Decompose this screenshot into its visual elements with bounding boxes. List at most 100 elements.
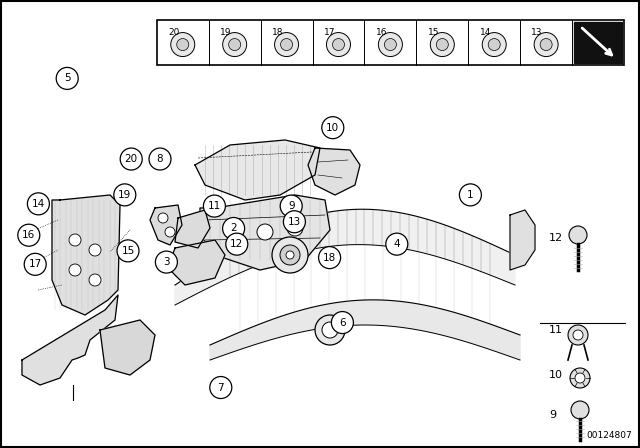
Text: 12: 12 [230, 239, 243, 249]
Circle shape [280, 39, 292, 51]
Polygon shape [150, 205, 182, 245]
Text: 9: 9 [288, 201, 294, 211]
Text: 17: 17 [324, 28, 335, 37]
Text: 1: 1 [467, 190, 474, 200]
Text: 18: 18 [272, 28, 284, 37]
Circle shape [287, 220, 303, 236]
Text: 6: 6 [339, 318, 346, 327]
Circle shape [24, 253, 46, 276]
Circle shape [333, 39, 344, 51]
Text: 2: 2 [230, 224, 237, 233]
Circle shape [177, 39, 189, 51]
Polygon shape [175, 210, 210, 248]
Circle shape [332, 311, 353, 334]
Circle shape [284, 211, 305, 233]
Text: 11: 11 [549, 325, 563, 335]
Text: 5: 5 [64, 73, 70, 83]
Text: 16: 16 [22, 230, 35, 240]
Text: 20: 20 [125, 154, 138, 164]
Text: 11: 11 [208, 201, 221, 211]
Circle shape [460, 184, 481, 206]
Circle shape [322, 322, 338, 338]
Bar [157, 20, 624, 65]
Text: 9: 9 [549, 410, 556, 420]
Circle shape [386, 233, 408, 255]
Circle shape [227, 227, 243, 243]
Circle shape [571, 401, 589, 419]
Bar [574, 22, 622, 63]
Circle shape [149, 148, 171, 170]
Circle shape [120, 148, 142, 170]
Polygon shape [100, 320, 155, 375]
Circle shape [488, 39, 500, 51]
Text: 10: 10 [549, 370, 563, 380]
Text: 7: 7 [218, 383, 224, 392]
Text: 3: 3 [163, 257, 170, 267]
Text: 8: 8 [157, 154, 163, 164]
Circle shape [378, 33, 403, 56]
Circle shape [315, 315, 345, 345]
Circle shape [573, 330, 583, 340]
Circle shape [18, 224, 40, 246]
Circle shape [171, 33, 195, 56]
Circle shape [89, 274, 101, 286]
Text: 13: 13 [531, 28, 543, 37]
Text: 19: 19 [118, 190, 131, 200]
Polygon shape [22, 295, 118, 385]
Circle shape [28, 193, 49, 215]
Circle shape [569, 226, 587, 244]
Text: 19: 19 [220, 28, 232, 37]
Circle shape [69, 234, 81, 246]
Polygon shape [308, 148, 360, 195]
Circle shape [114, 184, 136, 206]
Circle shape [89, 244, 101, 256]
Circle shape [165, 227, 175, 237]
Text: 18: 18 [323, 253, 336, 263]
Circle shape [436, 39, 448, 51]
Circle shape [575, 373, 585, 383]
Polygon shape [52, 195, 120, 315]
Circle shape [482, 33, 506, 56]
Circle shape [257, 224, 273, 240]
Text: 13: 13 [288, 217, 301, 227]
Circle shape [540, 39, 552, 51]
Text: 15: 15 [122, 246, 134, 256]
Circle shape [228, 39, 241, 51]
Text: 14: 14 [479, 28, 491, 37]
Circle shape [158, 213, 168, 223]
Polygon shape [168, 240, 225, 285]
Polygon shape [195, 140, 320, 200]
Circle shape [322, 116, 344, 139]
Circle shape [56, 67, 78, 90]
Polygon shape [210, 300, 520, 360]
Text: 4: 4 [394, 239, 400, 249]
Circle shape [319, 246, 340, 269]
Circle shape [223, 33, 246, 56]
Text: 10: 10 [326, 123, 339, 133]
Circle shape [570, 368, 590, 388]
Circle shape [280, 245, 300, 265]
Text: 17: 17 [29, 259, 42, 269]
Polygon shape [510, 210, 535, 270]
Text: 14: 14 [32, 199, 45, 209]
Circle shape [272, 237, 308, 273]
Text: 15: 15 [428, 28, 439, 37]
Circle shape [534, 33, 558, 56]
Circle shape [204, 195, 225, 217]
Circle shape [210, 376, 232, 399]
Circle shape [286, 251, 294, 259]
Text: 12: 12 [549, 233, 563, 243]
Circle shape [568, 325, 588, 345]
Circle shape [385, 39, 396, 51]
Circle shape [117, 240, 139, 262]
Circle shape [275, 33, 299, 56]
Circle shape [280, 195, 302, 217]
Text: 20: 20 [168, 28, 179, 37]
Polygon shape [175, 209, 515, 305]
Circle shape [69, 264, 81, 276]
Text: 16: 16 [376, 28, 387, 37]
Circle shape [430, 33, 454, 56]
Circle shape [326, 33, 351, 56]
Circle shape [226, 233, 248, 255]
Polygon shape [200, 195, 330, 270]
